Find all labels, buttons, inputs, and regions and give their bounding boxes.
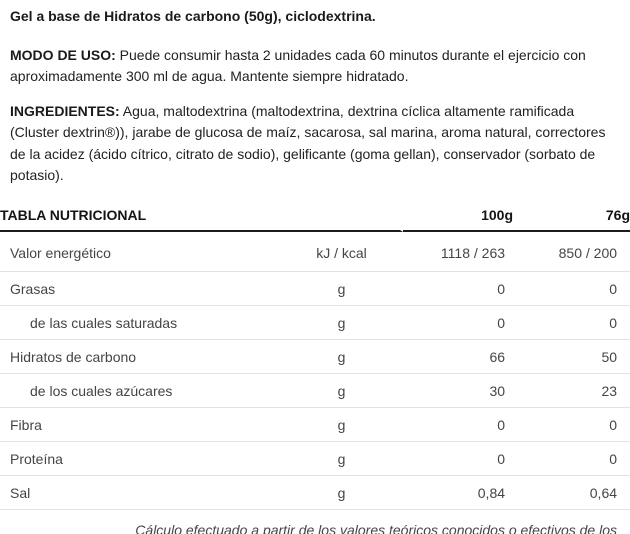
nutrition-table-header: TABLA NUTRICIONAL 100g 76g [0,201,630,232]
value-100g: 0 [403,442,514,476]
value-100g: 0,84 [403,476,514,510]
product-summary: Gel a base de Hidratos de carbono (50g),… [10,8,376,24]
value-100g: 0 [403,408,514,442]
nutrient-unit: g [280,374,404,408]
usage-label: MODO DE USO: [10,46,116,63]
value-100g: 30 [403,374,514,408]
calculation-footnote: Cálculo efectuado a partir de los valore… [0,510,630,534]
value-76g: 0 [513,272,630,306]
value-76g: 0,64 [513,476,630,510]
usage-paragraph: MODO DE USO: Puede consumir hasta 2 unid… [10,45,622,88]
nutrient-unit: g [280,272,404,306]
nutrient-label: de las cuales saturadas [0,306,280,340]
nutrient-label: Hidratos de carbono [0,340,280,374]
table-row: Fibra g 0 0 [0,408,630,442]
ingredients-paragraph: INGREDIENTES: Agua, maltodextrina (malto… [10,101,622,187]
table-row: de las cuales saturadas g 0 0 [0,306,630,340]
table-row: Hidratos de carbono g 66 50 [0,340,630,374]
nutrient-unit: g [280,476,404,510]
value-100g: 0 [403,272,514,306]
table-row: Grasas g 0 0 [0,272,630,306]
value-100g: 66 [403,340,514,374]
value-76g: 850 / 200 [513,232,630,272]
nutrient-label: Grasas [0,272,280,306]
table-title: TABLA NUTRICIONAL [0,201,404,232]
nutrition-table: TABLA NUTRICIONAL 100g 76g Valor energét… [0,201,630,534]
nutrition-table-body: Valor energético kJ / kcal 1118 / 263 85… [0,232,630,510]
value-100g: 1118 / 263 [403,232,514,272]
value-76g: 0 [513,408,630,442]
table-row: Proteína g 0 0 [0,442,630,476]
column-header-100g: 100g [403,202,514,232]
table-row: Sal g 0,84 0,64 [0,476,630,510]
nutrient-label: Proteína [0,442,280,476]
nutrient-label: Sal [0,476,280,510]
value-76g: 50 [513,340,630,374]
column-header-76g: 76g [513,202,630,232]
value-100g: 0 [403,306,514,340]
footnote-row: Cálculo efectuado a partir de los valore… [0,510,630,534]
nutrient-unit: g [280,442,404,476]
nutrient-label: Valor energético [0,232,280,272]
table-row: de los cuales azúcares g 30 23 [0,374,630,408]
header-row: TABLA NUTRICIONAL 100g 76g [0,201,630,232]
nutrient-label: Fibra [0,408,280,442]
value-76g: 23 [513,374,630,408]
usage-text: Puede consumir hasta 2 unidades cada 60 … [10,46,586,85]
table-row: Valor energético kJ / kcal 1118 / 263 85… [0,232,630,272]
value-76g: 0 [513,442,630,476]
nutrition-table-footer: Cálculo efectuado a partir de los valore… [0,510,630,534]
ingredients-label: INGREDIENTES: [10,102,120,119]
nutrient-unit: g [280,306,404,340]
ingredients-text: Agua, maltodextrina (maltodextrina, dext… [10,102,606,184]
nutrient-unit: kJ / kcal [280,232,404,272]
nutrient-unit: g [280,408,404,442]
nutrient-label: de los cuales azúcares [0,374,280,408]
value-76g: 0 [513,306,630,340]
nutrient-unit: g [280,340,404,374]
